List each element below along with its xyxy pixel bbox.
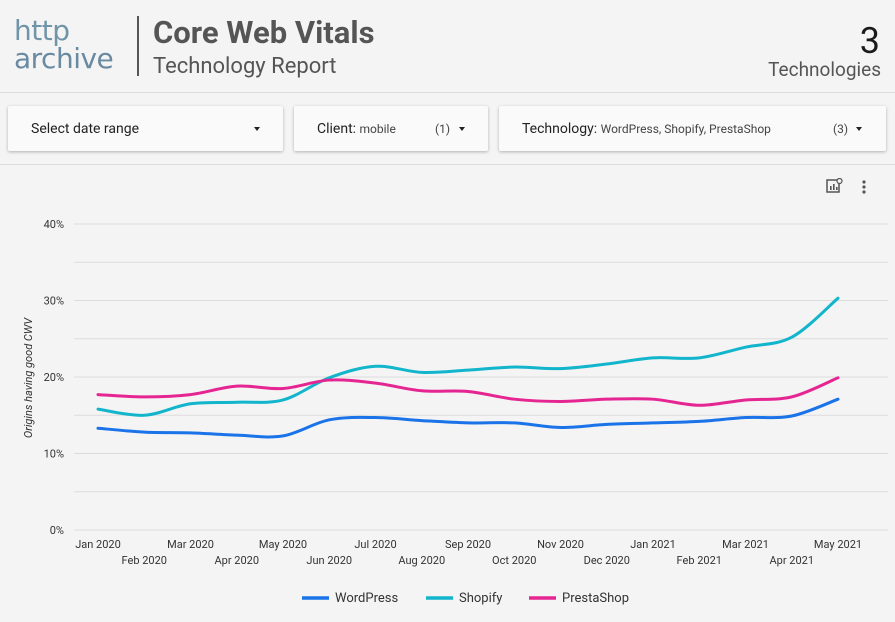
filter-bar: Select date range Client: mobile (1) Tec…	[0, 92, 895, 165]
x-tick-label: Mar 2020	[167, 538, 214, 551]
date-range-label: Select date range	[31, 121, 140, 137]
x-tick-label: Jul 2020	[354, 538, 396, 551]
x-tick-label: May 2021	[814, 538, 862, 551]
technology-label: Technology:	[522, 121, 598, 137]
explore-chart-icon[interactable]	[826, 178, 843, 194]
chevron-down-icon	[459, 127, 465, 131]
client-count: (1)	[435, 122, 451, 136]
legend-label: PrestaShop	[562, 591, 629, 606]
client-value: mobile	[359, 122, 396, 136]
y-axis-title: Origins having good CWV	[22, 317, 35, 438]
client-label: Client:	[317, 121, 357, 137]
x-tick-label: Jan 2021	[630, 538, 676, 551]
chart-legend: WordPress Shopify PrestaShop	[302, 591, 629, 606]
logo-top-text: http	[14, 14, 70, 47]
chart-series	[96, 296, 840, 439]
series-line-wordpress	[96, 397, 840, 439]
series-line-prestashop	[96, 376, 840, 407]
x-tick-label: Sep 2020	[445, 538, 491, 551]
x-tick-label: Apr 2021	[769, 554, 814, 567]
y-tick-label: 30%	[44, 295, 64, 308]
technology-count-badge: (3)	[833, 122, 849, 136]
chevron-down-icon	[856, 127, 862, 131]
technology-count: 3	[859, 20, 880, 62]
x-tick-label: Nov 2020	[537, 538, 584, 551]
y-tick-label: 20%	[44, 371, 64, 384]
page-subtitle: Technology Report	[153, 54, 337, 79]
x-tick-label: Aug 2020	[398, 554, 445, 567]
x-tick-label: Feb 2020	[122, 554, 167, 567]
x-tick-label: Dec 2020	[584, 554, 630, 567]
legend-label: WordPress	[335, 591, 398, 606]
series-line-shopify	[96, 296, 840, 417]
legend-item-shopify[interactable]: Shopify	[426, 591, 502, 606]
x-tick-label: Jan 2020	[75, 538, 121, 551]
y-axis-ticks: 0% 10% 20% 30% 40%	[44, 218, 64, 537]
report-header: http archive Core Web Vitals Technology …	[0, 0, 895, 93]
y-tick-label: 10%	[44, 448, 64, 461]
legend-label: Shopify	[459, 591, 502, 606]
legend-item-prestashop[interactable]: PrestaShop	[529, 591, 629, 606]
x-tick-label: Feb 2021	[677, 554, 722, 567]
x-tick-label: Apr 2020	[214, 554, 259, 567]
logo-bottom-text: archive	[14, 42, 114, 75]
y-tick-label: 40%	[44, 218, 64, 231]
technology-count-label: Technologies	[768, 58, 881, 81]
date-range-dropdown[interactable]: Select date range	[8, 106, 283, 151]
client-label-group: Client: mobile	[317, 121, 396, 137]
more-vert-icon[interactable]	[859, 178, 869, 196]
x-tick-label: Mar 2021	[722, 538, 769, 551]
httparchive-logo: http archive	[14, 12, 126, 78]
chart-gridlines	[74, 223, 888, 531]
technology-dropdown[interactable]: Technology: WordPress, Shopify, PrestaSh…	[499, 106, 886, 151]
x-tick-label: May 2020	[259, 538, 307, 551]
x-tick-label: Oct 2020	[492, 554, 536, 567]
chevron-down-icon	[254, 127, 260, 131]
y-tick-label: 0%	[50, 524, 64, 537]
technology-label-group: Technology: WordPress, Shopify, PrestaSh…	[522, 121, 771, 137]
technology-value: WordPress, Shopify, PrestaShop	[600, 122, 771, 136]
client-dropdown[interactable]: Client: mobile (1)	[294, 106, 488, 151]
legend-item-wordpress[interactable]: WordPress	[302, 591, 398, 606]
header-divider	[137, 16, 139, 76]
x-tick-label: Jun 2020	[306, 554, 352, 567]
page-title: Core Web Vitals	[153, 14, 375, 51]
